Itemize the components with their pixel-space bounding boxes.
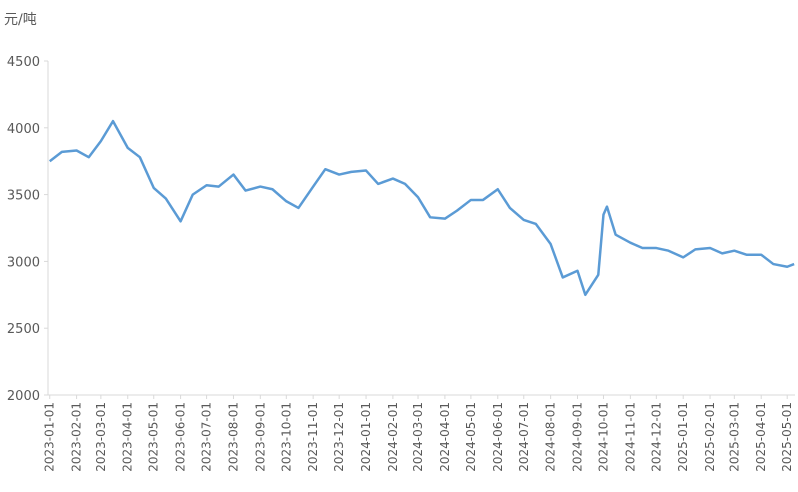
x-tick-label: 2023-06-01 [174,402,188,472]
x-tick-label: 2023-09-01 [253,402,267,472]
x-tick-label: 2025-05-01 [780,402,794,472]
x-tick-label: 2024-04-01 [438,402,452,472]
x-tick-label: 2025-03-01 [727,402,741,472]
x-tick-label: 2024-05-01 [464,402,478,472]
x-tick-label: 2024-11-01 [623,402,637,472]
x-tick-label: 2024-01-01 [359,402,373,472]
x-tick-label: 2025-04-01 [754,402,768,472]
x-tick-label: 2025-02-01 [703,402,717,472]
x-tick-label: 2023-04-01 [121,402,135,472]
x-tick-label: 2023-11-01 [306,402,320,472]
y-tick-label: 3500 [7,189,40,204]
x-tick-label: 2024-03-01 [411,402,425,472]
y-tick-label: 4500 [7,55,40,70]
x-tick-label: 2023-03-01 [94,402,108,472]
y-tick-label: 4000 [7,122,40,137]
x-tick-label: 2023-05-01 [147,402,161,472]
data-line [48,119,795,297]
x-tick-label: 2023-02-01 [70,402,84,472]
x-tick-label: 2024-12-01 [649,402,663,472]
x-tick-label: 2024-07-01 [517,402,531,472]
y-tick-label: 3000 [7,255,40,270]
x-tick-label: 2024-02-01 [386,402,400,472]
x-tick-label: 2024-08-01 [544,402,558,472]
y-tick-label: 2000 [7,389,40,404]
unit-label: 元/吨 [4,12,37,28]
x-tick-label: 2024-09-01 [570,402,584,472]
x-tick-label: 2023-10-01 [279,402,293,472]
x-tick-label: 2025-01-01 [676,402,690,472]
x-tick-label: 2023-07-01 [200,402,214,472]
x-tick-label: 2024-10-01 [596,402,610,472]
x-tick-label: 2023-12-01 [332,402,346,472]
x-tick-label: 2024-06-01 [491,402,505,472]
x-tick-label: 2023-08-01 [226,402,240,472]
x-tick-label: 2023-01-01 [43,402,57,472]
y-tick-label: 2500 [7,322,40,337]
